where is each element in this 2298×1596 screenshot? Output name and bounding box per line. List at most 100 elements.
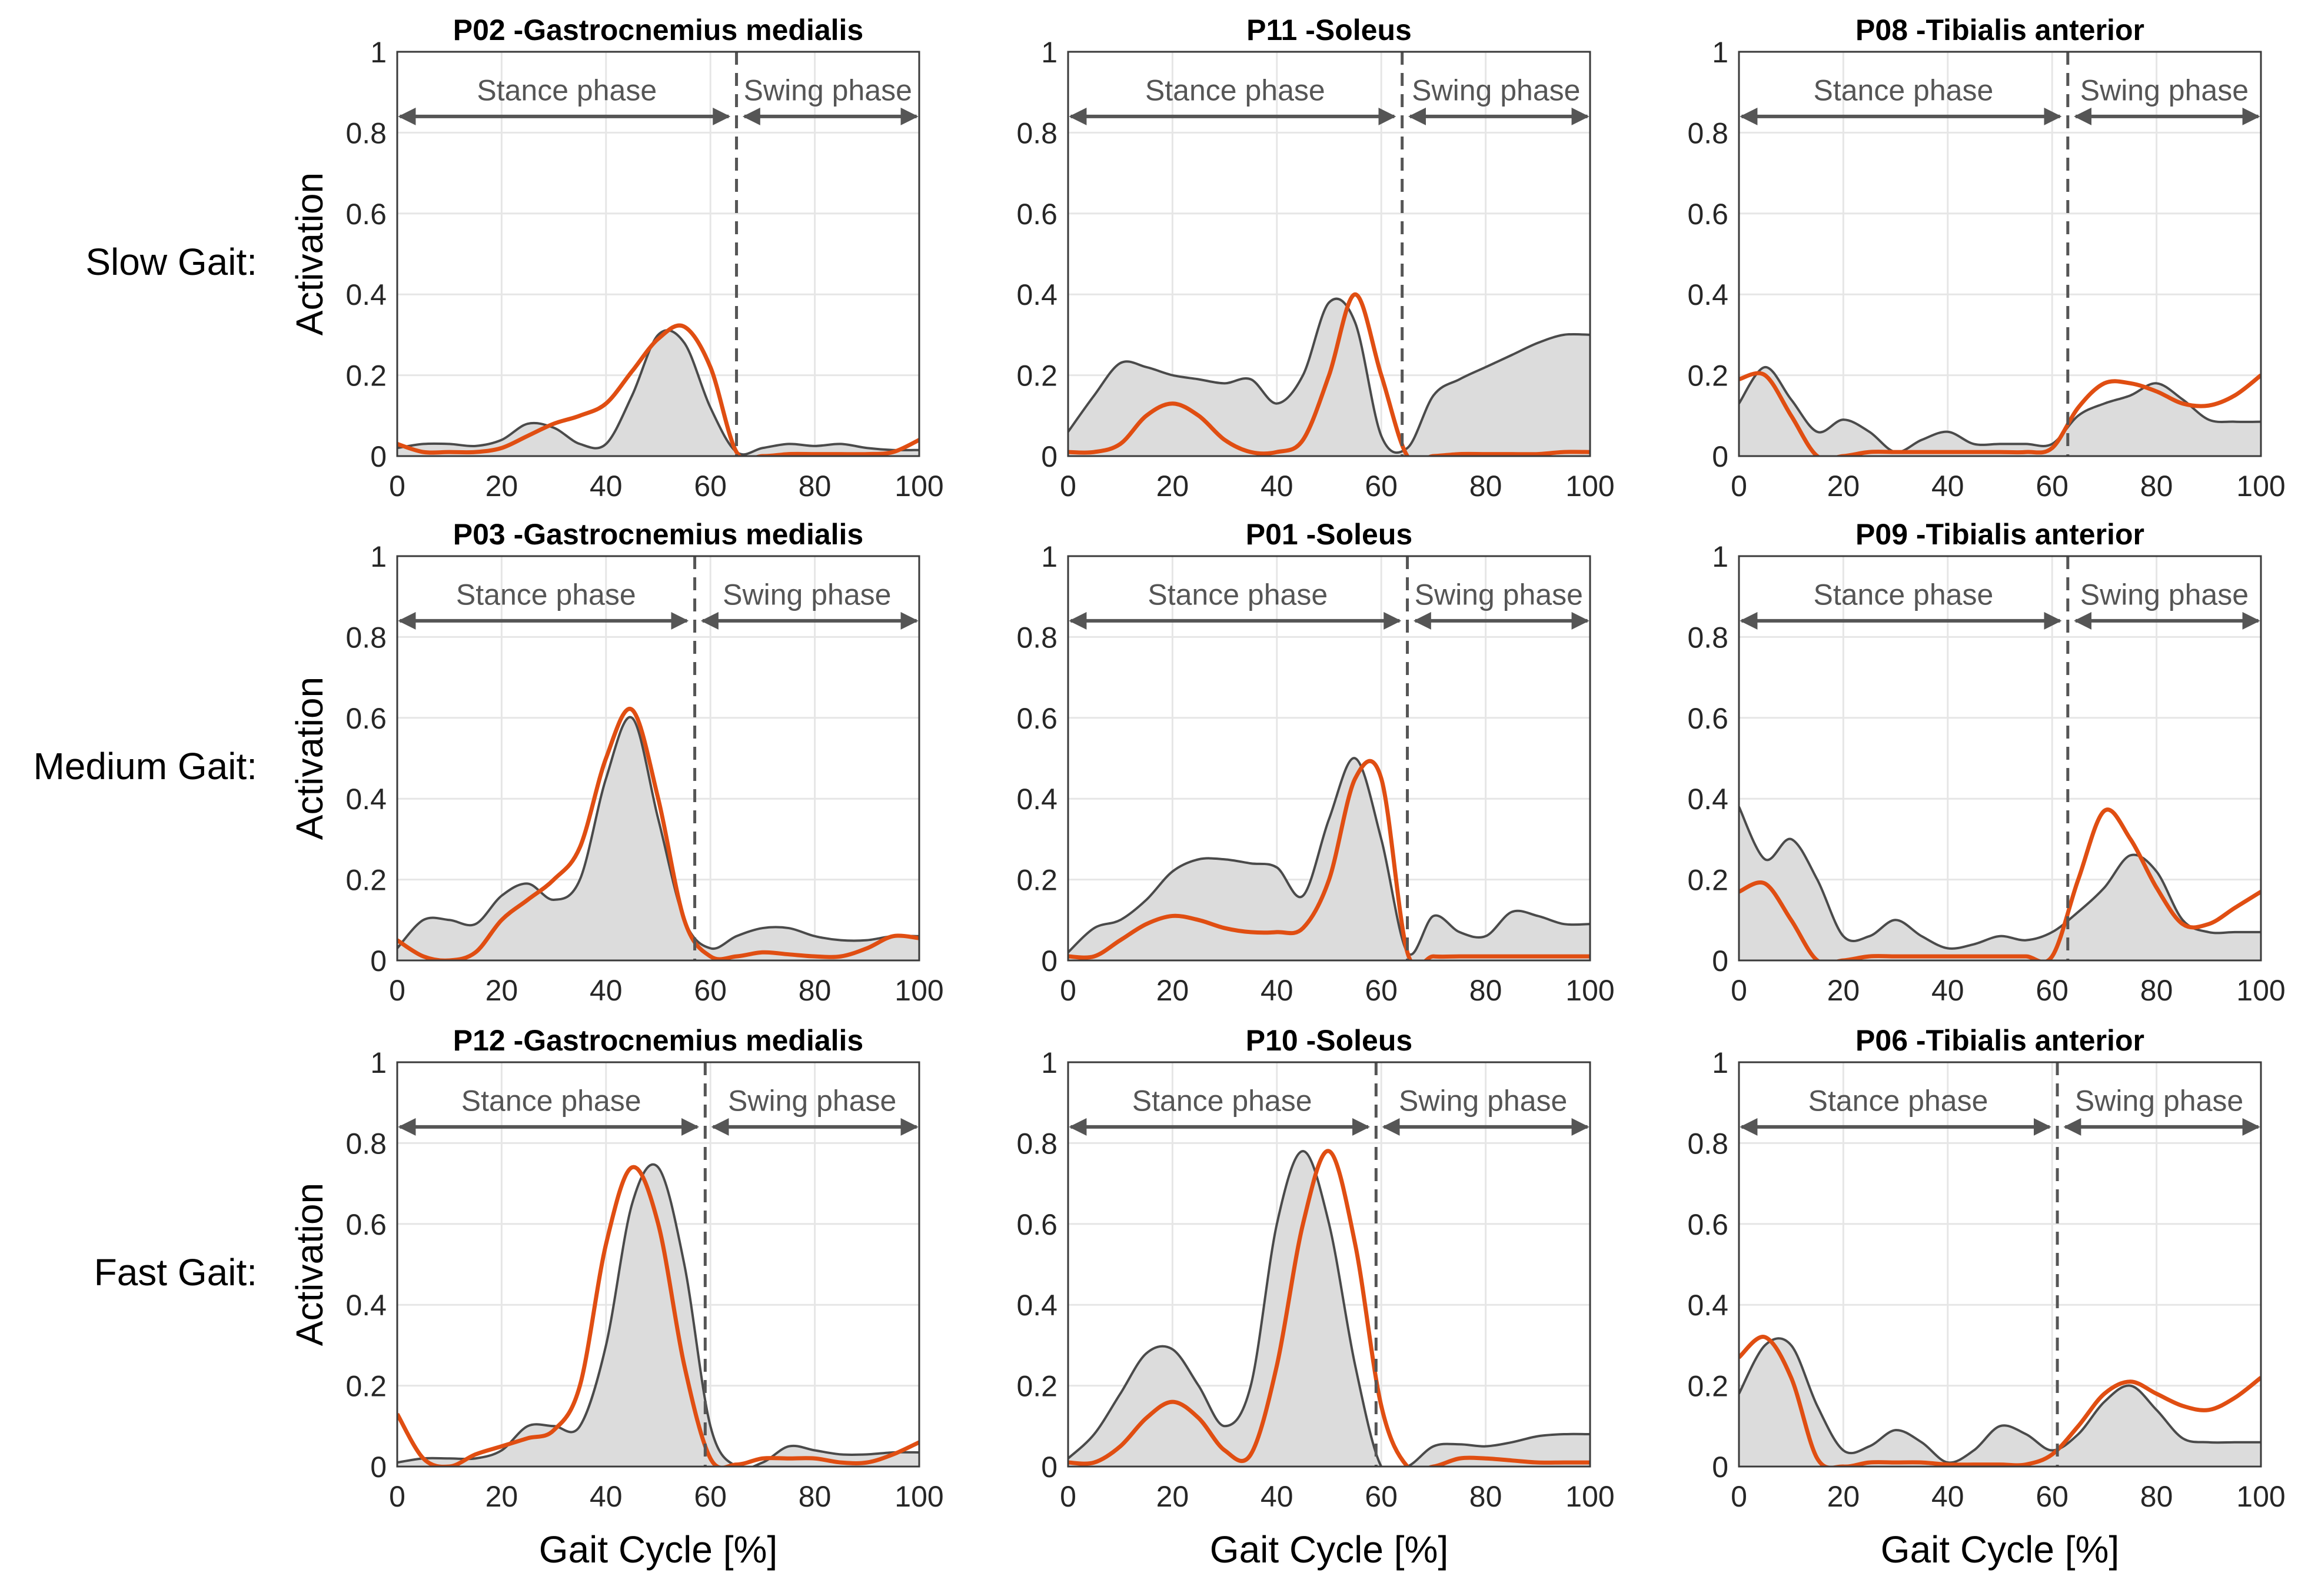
x-tick-label: 60	[694, 974, 727, 1007]
y-tick-label: 0.8	[1687, 1127, 1728, 1160]
y-axis-label: Activation	[288, 172, 331, 335]
y-tick-label: 0	[1712, 945, 1728, 977]
x-tick-label: 40	[590, 1480, 623, 1513]
row-label: Fast Gait:	[94, 1251, 257, 1294]
reference-area	[1739, 806, 2261, 960]
row-label: Slow Gait:	[85, 241, 257, 283]
panel-title: P02 -Gastrocnemius medialis	[453, 14, 864, 46]
axes-box	[1738, 51, 2262, 457]
x-tick-label: 80	[2140, 974, 2173, 1007]
series-group	[397, 323, 919, 456]
y-tick-label: 1	[1712, 540, 1728, 573]
x-tick-label: 0	[1060, 470, 1076, 503]
axes-box	[396, 51, 920, 457]
x-tick-label: 80	[2140, 1480, 2173, 1513]
reference-line	[1739, 1337, 2261, 1464]
stance-phase-label: Stance phase	[456, 578, 636, 611]
swing-phase-label: Swing phase	[744, 74, 912, 107]
y-tick-label: 0.2	[345, 360, 387, 393]
y-tick-label: 0.8	[1687, 621, 1728, 654]
y-tick-label: 0.4	[1016, 278, 1057, 311]
x-tick-label: 60	[2036, 974, 2068, 1007]
axes-box	[1067, 555, 1591, 962]
x-tick-label: 0	[1731, 470, 1747, 503]
y-tick-label: 0	[1041, 440, 1057, 473]
panel-p11: 0 20 40 60 80 100 0 0.2 0.4 0.6 0.8 1 Stance phase Sw…	[1016, 14, 1614, 503]
y-tick-label: 0.6	[345, 702, 387, 735]
panel-p12: 0 20 40 60 80 100 0 0.2 0.4 0.6 0.8 1 Stance phase Sw…	[345, 1024, 943, 1513]
y-tick-label: 0	[1041, 1451, 1057, 1484]
x-axis-label: Gait Cycle [%]	[1881, 1528, 2119, 1571]
y-tick-label: 1	[1041, 36, 1057, 69]
stance-phase-label: Stance phase	[1148, 578, 1328, 611]
series-group	[1068, 1149, 1590, 1467]
panel-title: P09 -Tibialis anterior	[1855, 518, 2144, 551]
x-axis-label: Gait Cycle [%]	[1210, 1528, 1448, 1571]
x-tick-label: 0	[1731, 1480, 1747, 1513]
y-tick-label: 0.8	[1016, 621, 1057, 654]
x-tick-label: 80	[2140, 470, 2173, 503]
x-tick-label: 100	[1565, 974, 1614, 1007]
x-tick-label: 20	[1156, 1480, 1189, 1513]
x-tick-label: 80	[1469, 470, 1502, 503]
y-tick-label: 1	[1041, 1046, 1057, 1079]
x-tick-label: 20	[485, 974, 518, 1007]
axes-box	[1738, 555, 2262, 962]
x-tick-label: 100	[1565, 1480, 1614, 1513]
y-tick-label: 1	[370, 540, 387, 573]
x-tick-label: 80	[799, 1480, 832, 1513]
reference-area	[1739, 1338, 2261, 1467]
y-axis-label: Activation	[288, 1183, 331, 1346]
y-tick-label: 0.2	[1687, 1370, 1728, 1403]
panel-p10: 0 20 40 60 80 100 0 0.2 0.4 0.6 0.8 1 Stance phase Sw…	[1016, 1024, 1614, 1513]
y-tick-label: 0.2	[345, 864, 387, 897]
x-tick-label: 40	[1261, 470, 1293, 503]
y-tick-label: 0.8	[345, 1127, 387, 1160]
y-tick-label: 1	[1712, 1046, 1728, 1079]
y-tick-label: 0.2	[345, 1370, 387, 1403]
series-group	[1739, 806, 2261, 960]
x-tick-label: 0	[1731, 974, 1747, 1007]
panel-title: P08 -Tibialis anterior	[1855, 14, 2144, 46]
reference-line	[1739, 365, 2261, 454]
series-group	[397, 1163, 919, 1467]
y-tick-label: 1	[370, 36, 387, 69]
y-tick-label: 0	[370, 1451, 387, 1484]
row-label: Medium Gait:	[33, 745, 257, 787]
y-tick-label: 0	[370, 440, 387, 473]
x-tick-label: 100	[894, 470, 943, 503]
swing-phase-label: Swing phase	[728, 1084, 896, 1117]
x-tick-label: 100	[2236, 470, 2285, 503]
x-tick-label: 40	[1261, 974, 1293, 1007]
x-tick-label: 20	[1156, 974, 1189, 1007]
y-tick-label: 0.4	[1687, 783, 1728, 816]
y-tick-label: 0.4	[345, 1289, 387, 1322]
x-tick-label: 20	[485, 470, 518, 503]
y-tick-label: 0.4	[345, 278, 387, 311]
y-tick-label: 0.4	[1687, 278, 1728, 311]
plot-area	[1739, 52, 2261, 456]
swing-phase-label: Swing phase	[2075, 1084, 2243, 1117]
swing-phase-label: Swing phase	[1415, 578, 1583, 611]
panel-title: P06 -Tibialis anterior	[1855, 1024, 2144, 1057]
x-tick-label: 0	[1060, 1480, 1076, 1513]
panel-p03: 0 20 40 60 80 100 0 0.2 0.4 0.6 0.8 1 Stance phase Sw…	[345, 518, 943, 1007]
axes-box	[1067, 1061, 1591, 1468]
model-line	[397, 707, 919, 960]
y-tick-label: 0.6	[1016, 198, 1057, 231]
reference-line	[397, 329, 919, 456]
stance-phase-label: Stance phase	[477, 74, 657, 107]
model-line	[1739, 371, 2261, 456]
x-tick-label: 20	[485, 1480, 518, 1513]
model-line	[1068, 759, 1590, 960]
x-tick-label: 0	[1060, 974, 1076, 1007]
reference-line	[397, 1163, 919, 1467]
y-tick-label: 0.4	[345, 783, 387, 816]
x-tick-label: 80	[1469, 1480, 1502, 1513]
y-tick-label: 0.8	[1016, 1127, 1057, 1160]
x-tick-label: 100	[2236, 974, 2285, 1007]
x-tick-label: 20	[1827, 1480, 1860, 1513]
x-tick-label: 0	[389, 470, 405, 503]
reference-line	[1068, 1150, 1590, 1467]
